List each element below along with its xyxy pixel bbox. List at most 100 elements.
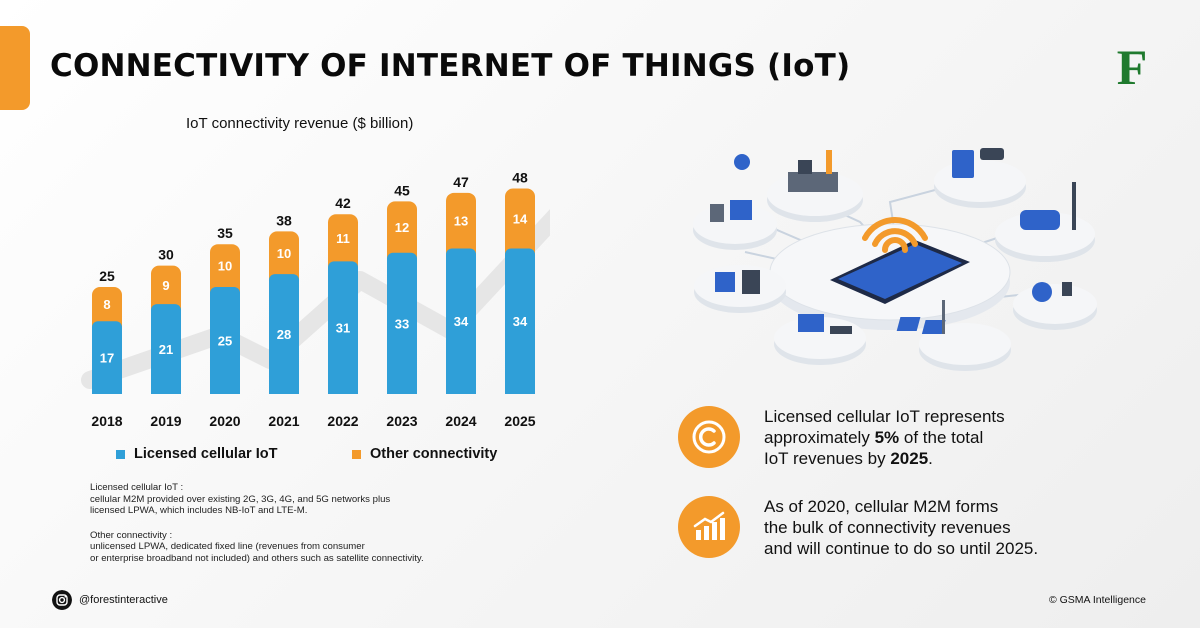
- total-label-2018: 25: [99, 268, 115, 284]
- legend-other-label: Other connectivity: [370, 446, 498, 462]
- wifi-signal-icon: [862, 217, 928, 253]
- bar-licensed-2020: [210, 287, 240, 394]
- other-value-label-2018: 8: [103, 297, 110, 312]
- licensed-value-label-2025: 34: [513, 314, 528, 329]
- svg-text:F: F: [1117, 40, 1148, 92]
- fact-1-line2-post: of the total: [899, 428, 984, 447]
- total-label-2022: 42: [335, 195, 351, 211]
- note-other: Other connectivity : unlicensed LPWA, de…: [90, 530, 550, 565]
- fact-m2m-bulk: As of 2020, cellular M2M forms the bulk …: [678, 496, 1094, 559]
- fact-1-line3-pre: IoT revenues by: [764, 449, 891, 468]
- legend-other-swatch: [352, 449, 361, 459]
- note-other-line2: or enterprise broadband not included) an…: [90, 552, 424, 564]
- fact-1-line2-pre: approximately: [764, 428, 875, 447]
- bar-licensed-2022: [328, 261, 358, 394]
- other-value-label-2019: 9: [162, 278, 169, 293]
- note-licensed: Licensed cellular IoT : cellular M2M pro…: [90, 482, 550, 517]
- security-camera-node-icon: [934, 148, 1026, 208]
- note-licensed-line1: cellular M2M provided over existing 2G, …: [90, 493, 391, 505]
- fact-licensed-share: Licensed cellular IoT represents approxi…: [678, 406, 1094, 469]
- copyright-icon: [678, 406, 740, 468]
- social-handle[interactable]: @forestinteractive: [52, 590, 168, 610]
- smart-city-node-icon: [693, 154, 777, 250]
- forest-logo: F: [1117, 40, 1148, 92]
- note-other-heading: Other connectivity :: [90, 529, 173, 541]
- bar-licensed-2019: [151, 304, 181, 394]
- smart-speaker-node-icon: [694, 265, 786, 313]
- bar-licensed-base-2022: [328, 386, 358, 394]
- bar-licensed-2018: [92, 321, 122, 394]
- other-value-label-2023: 12: [395, 220, 409, 235]
- fact-1-line1: Licensed cellular IoT represents: [764, 407, 1005, 426]
- x-tick-label-2022: 2022: [327, 413, 358, 429]
- social-handle-label: @forestinteractive: [79, 594, 168, 606]
- bar-chart: 25 8 17 2018 30 9 21 2019 35 10 25 2020 38 10 28 2021 42…: [81, 170, 550, 429]
- bar-licensed-base-2025: [505, 386, 535, 394]
- other-value-label-2024: 13: [454, 214, 468, 229]
- fact-1-line3-post: .: [928, 449, 933, 468]
- other-value-label-2022: 11: [336, 231, 350, 246]
- fact-2-line2: the bulk of connectivity revenues: [764, 518, 1011, 537]
- total-label-2023: 45: [394, 182, 410, 198]
- x-tick-label-2021: 2021: [268, 413, 299, 429]
- smart-home-node-icon: [1013, 282, 1097, 330]
- licensed-value-label-2022: 31: [336, 321, 350, 336]
- legend-other: Other connectivity: [352, 446, 497, 462]
- solar-energy-node-icon: [896, 300, 1011, 371]
- bar-licensed-2021: [269, 274, 299, 394]
- x-tick-label-2018: 2018: [91, 413, 122, 429]
- fact-1-line3: IoT revenues by 2025.: [764, 448, 1094, 469]
- legend-licensed: Licensed cellular IoT: [116, 446, 277, 462]
- fact-licensed-share-text: Licensed cellular IoT represents approxi…: [764, 406, 1094, 469]
- other-value-label-2025: 14: [513, 212, 528, 227]
- bar-licensed-base-2018: [92, 386, 122, 394]
- definitions-notes: Licensed cellular IoT : cellular M2M pro…: [90, 482, 550, 578]
- note-licensed-line2: licensed LPWA, which includes NB-IoT and…: [90, 505, 308, 517]
- fact-1-percent: 5%: [874, 428, 900, 447]
- x-tick-label-2020: 2020: [209, 413, 240, 429]
- fact-m2m-bulk-text: As of 2020, cellular M2M forms the bulk …: [764, 496, 1094, 559]
- total-label-2021: 38: [276, 212, 292, 228]
- licensed-value-label-2021: 28: [277, 327, 291, 342]
- bar-licensed-base-2023: [387, 386, 417, 394]
- total-label-2019: 30: [158, 247, 174, 263]
- note-licensed-heading: Licensed cellular IoT :: [90, 482, 184, 493]
- bar-licensed-2025: [505, 248, 535, 394]
- bar-licensed-base-2021: [269, 386, 299, 394]
- fact-1-line2: approximately 5% of the total: [764, 427, 1094, 448]
- growth-chart-icon: [678, 496, 740, 558]
- factory-node-icon: [767, 150, 863, 222]
- iot-network-illustration: [693, 148, 1097, 371]
- fact-2-line1: As of 2020, cellular M2M forms: [764, 497, 999, 516]
- chart-title: IoT connectivity revenue ($ billion): [186, 115, 414, 132]
- total-label-2020: 35: [217, 225, 233, 241]
- legend-licensed-label: Licensed cellular IoT: [134, 446, 278, 462]
- accent-tab: [0, 26, 30, 110]
- bar-licensed-base-2024: [446, 386, 476, 394]
- laptop-node-icon: [774, 314, 866, 365]
- bar-licensed-base-2020: [210, 386, 240, 394]
- fact-1-year: 2025: [890, 449, 929, 468]
- licensed-value-label-2018: 17: [100, 351, 114, 366]
- licensed-value-label-2024: 34: [454, 314, 469, 329]
- other-value-label-2021: 10: [277, 246, 291, 261]
- other-value-label-2020: 10: [218, 259, 232, 274]
- x-tick-label-2025: 2025: [504, 413, 535, 429]
- bar-licensed-base-2019: [151, 386, 181, 394]
- tablet-icon: [830, 240, 970, 304]
- x-tick-label-2019: 2019: [150, 413, 181, 429]
- smart-car-node-icon: [995, 182, 1095, 262]
- bar-licensed-2023: [387, 252, 417, 394]
- total-label-2024: 47: [453, 174, 469, 190]
- x-tick-label-2024: 2024: [445, 413, 476, 429]
- legend-licensed-swatch: [116, 449, 125, 459]
- licensed-value-label-2023: 33: [395, 316, 409, 331]
- licensed-value-label-2019: 21: [159, 342, 173, 357]
- source-credit: © GSMA Intelligence: [1048, 594, 1146, 606]
- note-other-line1: unlicensed LPWA, dedicated fixed line (r…: [90, 541, 365, 553]
- x-tick-label-2023: 2023: [386, 413, 417, 429]
- page-title: CONNECTIVITY OF INTERNET OF THINGS (IoT): [50, 48, 851, 84]
- fact-2-line3: and will continue to do so until 2025.: [764, 539, 1039, 558]
- instagram-icon: [52, 590, 72, 610]
- bar-licensed-2024: [446, 248, 476, 394]
